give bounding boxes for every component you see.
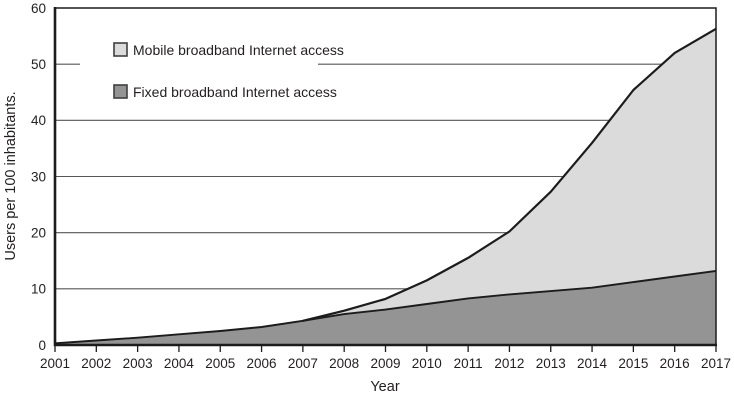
x-tick-label: 2015 [618,356,648,371]
series-line-mobile [302,27,717,322]
series-area-mobile [302,28,716,346]
x-axis-title: Year [370,379,399,395]
x-tick-label: 2005 [205,356,235,371]
y-tick-label: 50 [31,57,46,72]
series-line-fixed [54,269,717,345]
series-areas [55,28,716,346]
x-tick-label: 2013 [536,356,566,371]
y-axis-title: Users per 100 inhabitants. [3,91,19,260]
x-tick-label: 2014 [577,356,608,371]
x-tick-label: 2003 [123,356,153,371]
tick-labels: 2001 2002 2003 2004 2005 2006 2007 2008 2009 2010… [31,1,731,371]
legend-label-mobile: Mobile broadband Internet access [133,42,344,58]
x-tick-label: 2011 [454,356,483,371]
x-tick-label: 2012 [494,356,524,371]
x-tick-label: 2006 [247,356,277,371]
series-lines [54,27,717,345]
y-tick-label: 0 [38,338,46,353]
y-tick-label: 40 [31,113,46,128]
legend: Mobile broadband Internet access Fixed br… [80,22,344,110]
x-tick-label: 2008 [329,356,359,371]
x-tick-label: 2007 [288,356,318,371]
y-tick-label: 30 [31,169,46,184]
x-tick-label: 2009 [370,356,400,371]
y-tick-label: 20 [31,225,46,240]
x-tick-label: 2001 [40,356,70,371]
legend-swatch-mobile [113,42,128,57]
axes [53,7,717,352]
y-tick-label: 60 [31,1,46,16]
x-tick-label: 2017 [701,356,731,371]
legend-label-fixed: Fixed broadband Internet access [133,84,337,100]
legend-swatch-fixed [113,84,128,99]
x-tick-label: 2004 [164,356,195,371]
series-area-fixed [55,270,716,345]
x-tick-label: 2016 [660,356,690,371]
y-tick-label: 10 [31,282,46,297]
x-tick-label: 2002 [81,356,111,371]
x-tick-label: 2010 [412,356,442,371]
